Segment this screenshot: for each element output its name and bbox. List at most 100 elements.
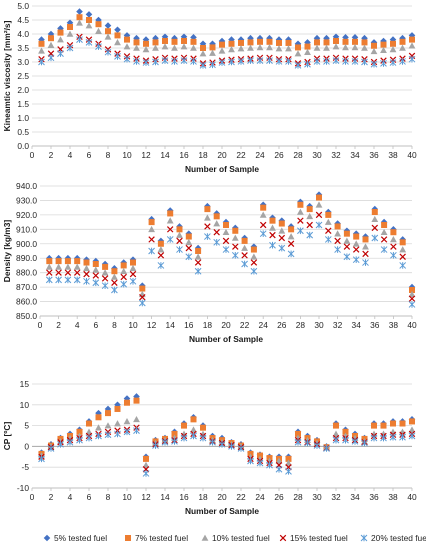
data-point [295, 430, 301, 437]
legend-label: 7% tested fuel [135, 533, 188, 543]
x-tick-label: 24 [255, 150, 265, 160]
x-axis-title: Number of Sample [185, 506, 259, 516]
y-tick-label: 1.0 [17, 113, 29, 123]
data-point [325, 211, 332, 218]
y-tick-label: 900.0 [16, 239, 37, 249]
series-s15 [38, 33, 416, 67]
x-tick-label: 12 [141, 492, 151, 502]
x-tick-label: 0 [30, 492, 35, 502]
data-point [313, 44, 321, 51]
x-tick-label: 40 [407, 320, 417, 330]
x-tick-label: 22 [236, 492, 246, 502]
data-point [278, 234, 286, 242]
y-tick-label: 5 [24, 421, 29, 431]
data-point [48, 35, 54, 42]
data-point [55, 276, 62, 284]
data-point [218, 59, 226, 66]
data-point [123, 55, 131, 63]
data-point [76, 36, 83, 43]
data-point [152, 44, 159, 51]
data-point [114, 420, 121, 427]
y-tick-label: 4.5 [17, 15, 29, 25]
data-point [219, 41, 225, 48]
data-point [333, 38, 339, 44]
data-point [66, 19, 74, 27]
legend-marker [125, 535, 131, 541]
data-point [120, 273, 127, 281]
data-point [323, 445, 330, 452]
y-tick-label: 910.0 [16, 224, 37, 234]
data-point [332, 430, 340, 437]
data-point [408, 301, 416, 308]
data-point [399, 44, 406, 51]
data-point [194, 267, 202, 275]
data-point [148, 236, 155, 243]
x-axis-title: Number of Sample [189, 334, 263, 344]
data-point [285, 45, 292, 52]
data-point [306, 206, 313, 213]
data-point [371, 42, 377, 49]
data-point [231, 234, 239, 241]
data-point [247, 44, 254, 51]
x-tick-label: 18 [198, 150, 208, 160]
data-point [194, 253, 202, 260]
x-tick-label: 36 [369, 492, 379, 502]
data-point [390, 229, 397, 236]
data-point [228, 40, 235, 47]
data-point [185, 233, 192, 240]
data-point [101, 269, 109, 276]
legend-item: 20% tested fuel [360, 533, 426, 543]
data-point [85, 434, 93, 442]
data-point [332, 57, 340, 64]
data-point [204, 206, 211, 213]
data-point [104, 22, 112, 29]
x-tick-label: 30 [314, 320, 324, 330]
x-tick-label: 10 [122, 150, 132, 160]
y-tick-label: 0.0 [17, 141, 29, 151]
data-point [67, 24, 73, 30]
data-point [133, 397, 140, 404]
legend-label: 15% tested fuel [290, 533, 348, 543]
y-tick-label: -5 [22, 462, 30, 472]
data-point [95, 409, 102, 417]
data-point [304, 60, 311, 68]
data-point [111, 268, 118, 275]
legend-marker [43, 534, 51, 542]
data-point [342, 38, 349, 45]
data-point [409, 36, 415, 43]
data-point [104, 431, 112, 439]
x-tick-label: 20 [221, 320, 231, 330]
data-point [66, 44, 74, 52]
data-point [288, 226, 295, 233]
data-point [256, 57, 264, 64]
data-point [269, 224, 276, 231]
data-point [157, 252, 165, 259]
data-point [250, 259, 258, 266]
data-point [66, 438, 74, 446]
data-point [123, 418, 131, 425]
x-tick-label: 12 [147, 320, 157, 330]
data-point [120, 280, 128, 288]
data-point [92, 272, 100, 279]
density-chart: 850.0 860.0 870.0 880.0 890.0 900.0 910.0 920.0… [2, 181, 417, 344]
data-point [278, 220, 285, 227]
data-point [111, 273, 118, 280]
data-point [342, 34, 349, 41]
legend-item: 7% tested fuel [125, 533, 188, 543]
data-point [95, 424, 102, 431]
data-point [57, 440, 64, 448]
data-point [47, 41, 55, 48]
y-tick-label: 3.5 [17, 43, 29, 53]
data-point [223, 222, 229, 228]
data-point [190, 44, 197, 51]
x-tick-label: 34 [352, 320, 362, 330]
y-tick-label: 890.0 [16, 253, 37, 263]
y-tick-label: 880.0 [16, 268, 37, 278]
data-point [213, 228, 220, 236]
data-point [316, 194, 322, 201]
data-point [213, 220, 221, 227]
data-point [148, 225, 155, 233]
y-tick-label: 850.0 [16, 311, 37, 321]
data-point [342, 436, 349, 444]
